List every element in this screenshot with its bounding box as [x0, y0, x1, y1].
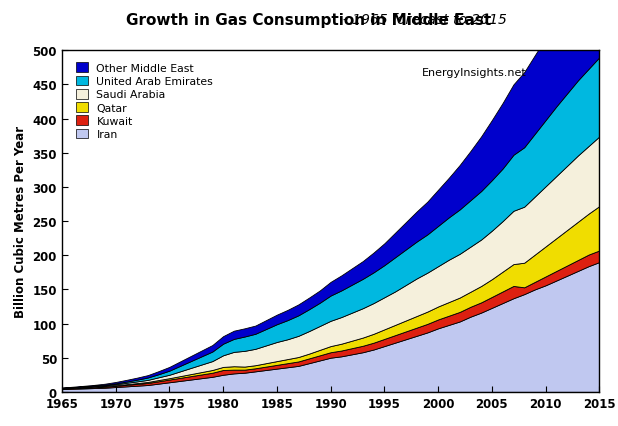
Y-axis label: Billion Cubic Metres Per Year: Billion Cubic Metres Per Year — [14, 126, 27, 317]
Text: - 1965 forecast to 2015: - 1965 forecast to 2015 — [111, 13, 507, 27]
Legend: Other Middle East, United Arab Emirates, Saudi Arabia, Qatar, Kuwait, Iran: Other Middle East, United Arab Emirates,… — [72, 60, 216, 143]
Text: Growth in Gas Consumption in Middle East: Growth in Gas Consumption in Middle East — [126, 13, 492, 28]
Text: EnergyInsights.net: EnergyInsights.net — [422, 68, 527, 78]
